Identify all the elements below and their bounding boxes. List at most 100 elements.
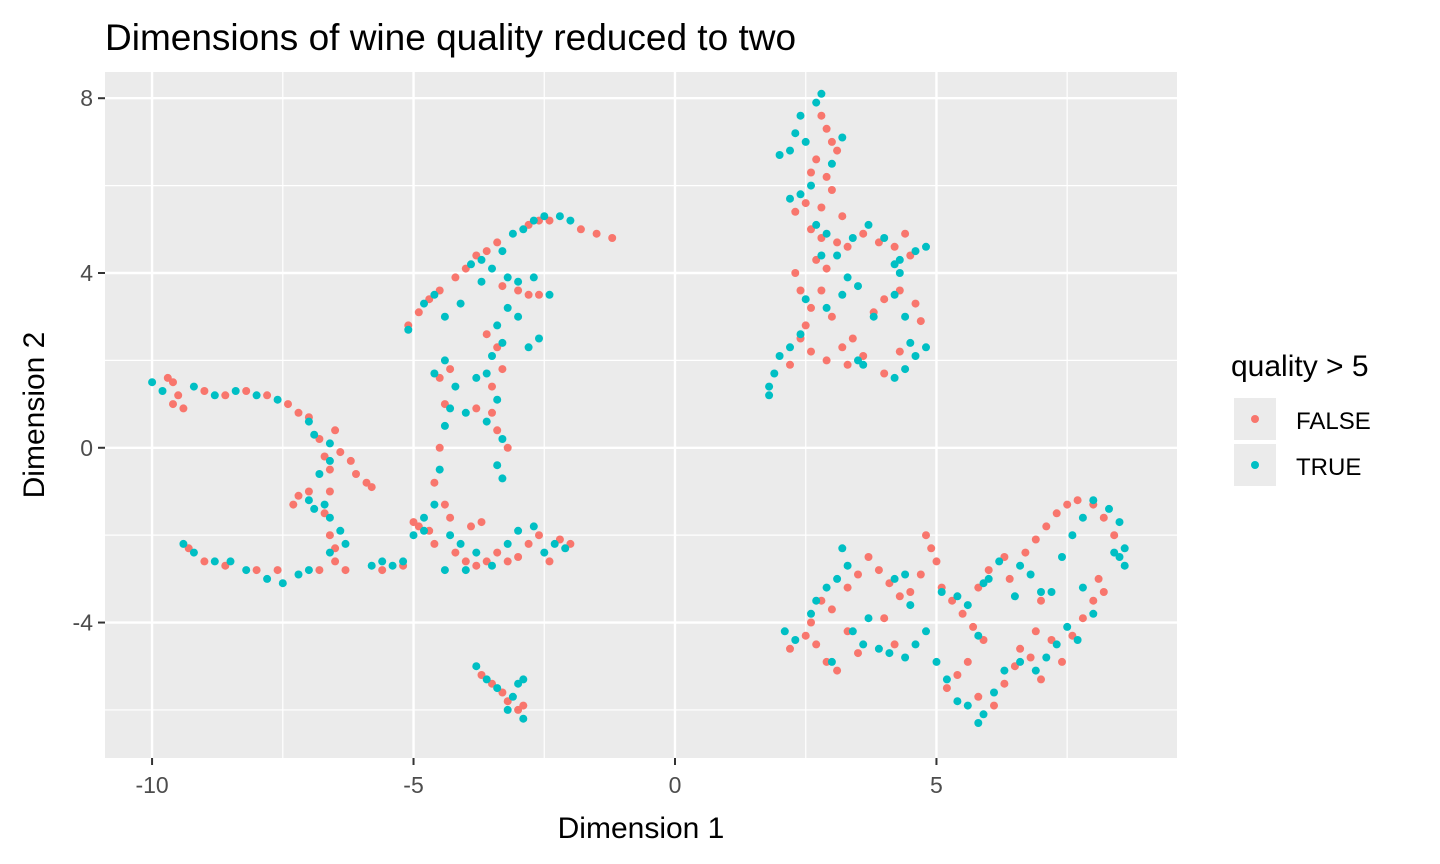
data-point-false <box>1073 496 1082 505</box>
data-point-false <box>174 391 183 400</box>
data-point-true <box>540 548 549 557</box>
data-point-true <box>493 395 502 404</box>
data-point-false <box>838 212 847 221</box>
data-point-true <box>1016 561 1025 570</box>
data-point-false <box>414 308 423 317</box>
data-point-true <box>942 675 951 684</box>
data-point-true <box>304 566 313 575</box>
data-point-true <box>786 343 794 352</box>
data-point-true <box>566 216 575 225</box>
data-point-true <box>953 697 962 706</box>
data-point-true <box>843 561 852 570</box>
data-point-false <box>864 553 873 561</box>
data-point-false <box>435 373 444 382</box>
data-point-true <box>488 561 496 570</box>
data-point-true <box>508 229 517 238</box>
data-point-false <box>169 378 177 387</box>
data-point-true <box>801 295 810 304</box>
data-point-true <box>367 561 376 570</box>
data-point-true <box>864 614 873 623</box>
data-point-false <box>807 303 815 312</box>
chart-title: Dimensions of wine quality reduced to tw… <box>105 17 796 58</box>
data-point-true <box>1026 570 1035 579</box>
data-point-true <box>477 255 486 264</box>
data-point-true <box>770 369 779 378</box>
data-point-true <box>1078 583 1087 592</box>
data-point-true <box>508 692 517 701</box>
data-point-false <box>969 622 978 631</box>
data-point-true <box>561 544 570 553</box>
data-point-true <box>859 640 868 649</box>
data-point-false <box>341 566 350 575</box>
data-point-true <box>461 566 470 575</box>
data-point-false <box>880 614 889 623</box>
data-point-false <box>519 701 528 710</box>
data-point-true <box>325 439 334 448</box>
major-gridlines <box>105 72 1177 758</box>
data-point-true <box>482 417 491 426</box>
data-point-true <box>210 557 219 566</box>
x-tick-label: -5 <box>403 772 423 798</box>
data-point-false <box>488 382 496 391</box>
data-point-true <box>906 601 915 610</box>
data-point-true <box>294 570 303 579</box>
data-point-false <box>1000 553 1009 561</box>
data-point-false <box>493 426 502 435</box>
data-point-true <box>529 216 538 225</box>
data-point-false <box>1026 653 1035 662</box>
data-point-false <box>294 491 303 500</box>
data-point-true <box>937 588 946 596</box>
data-point-true <box>953 592 962 601</box>
data-point-true <box>1115 518 1124 527</box>
data-point-true <box>388 561 397 570</box>
data-point-true <box>488 352 496 360</box>
data-point-true <box>242 566 251 575</box>
data-point-true <box>1068 531 1077 540</box>
data-point-true <box>838 290 847 299</box>
data-point-false <box>817 286 826 295</box>
data-point-true <box>911 247 920 256</box>
data-point-true <box>843 273 852 282</box>
data-point-false <box>284 400 292 409</box>
data-point-true <box>189 548 198 557</box>
data-point-true <box>1052 640 1061 649</box>
data-point-false <box>503 557 512 566</box>
data-point-true <box>807 609 815 618</box>
data-point-true <box>430 290 439 299</box>
data-point-true <box>514 312 523 321</box>
data-point-false <box>848 334 857 343</box>
data-point-true <box>529 273 538 282</box>
data-point-true <box>404 325 413 334</box>
data-point-false <box>488 408 496 417</box>
data-point-false <box>524 539 533 548</box>
data-point-true <box>148 378 157 387</box>
data-point-true <box>885 649 894 658</box>
data-point-false <box>791 269 800 277</box>
data-point-true <box>911 640 920 649</box>
data-point-false <box>916 317 925 326</box>
data-point-false <box>1037 675 1045 684</box>
data-point-false <box>467 522 475 531</box>
data-point-true <box>446 404 455 413</box>
data-point-false <box>451 273 460 282</box>
data-point-true <box>791 636 800 644</box>
data-point-true <box>310 504 319 513</box>
data-point-false <box>874 238 883 247</box>
data-point-false <box>1099 513 1108 522</box>
data-point-true <box>320 500 329 509</box>
data-point-true <box>765 382 774 391</box>
data-point-false <box>263 391 272 400</box>
data-point-false <box>304 487 313 496</box>
data-point-false <box>833 238 842 247</box>
data-point-true <box>440 566 449 575</box>
data-point-false <box>179 404 188 413</box>
y-axis: -4 0 4 8 <box>73 85 105 636</box>
data-point-true <box>822 303 831 312</box>
data-point-false <box>477 518 486 527</box>
legend-dot-false <box>1251 415 1259 423</box>
data-point-false <box>822 124 831 133</box>
data-point-true <box>310 430 319 439</box>
data-point-true <box>1110 548 1119 557</box>
data-point-false <box>833 666 842 675</box>
minor-gridlines <box>105 72 1177 758</box>
